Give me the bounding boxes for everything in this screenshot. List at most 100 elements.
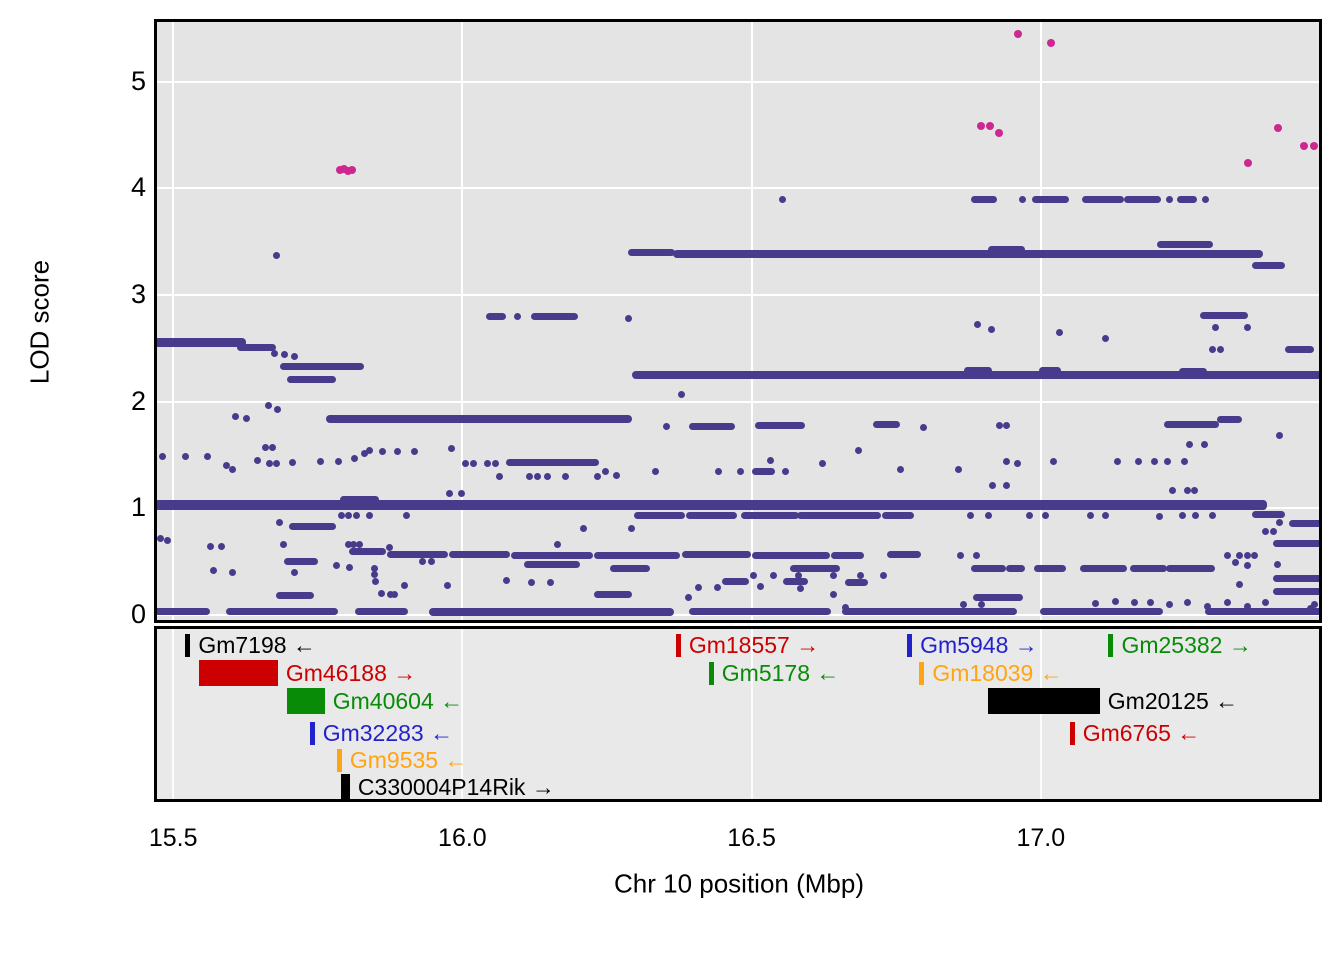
lod-segment xyxy=(279,363,365,371)
lod-point xyxy=(920,423,928,431)
lod-point xyxy=(164,536,172,544)
lod-point xyxy=(274,405,282,413)
lod-point xyxy=(1165,195,1173,203)
lod-point xyxy=(1003,421,1011,429)
lod-point xyxy=(1223,551,1231,559)
lod-point xyxy=(613,471,621,479)
lod-point xyxy=(652,467,660,475)
y-tick-label: 1 xyxy=(130,492,146,523)
lod-point xyxy=(370,570,378,578)
gene-label: Gm32283 ← xyxy=(322,720,454,746)
lod-point xyxy=(333,562,341,570)
lod-point xyxy=(1209,345,1217,353)
lod-segment xyxy=(1157,241,1213,249)
lod-point xyxy=(782,467,790,475)
lod-point xyxy=(377,590,385,598)
lod-segment xyxy=(1199,311,1248,319)
lod-point xyxy=(1002,482,1010,490)
lod-point xyxy=(1299,141,1308,150)
gene-tick-marker xyxy=(309,721,315,745)
gene-label: Gm9535 ← xyxy=(349,747,468,773)
y-tick-label: 0 xyxy=(130,598,146,629)
lod-point xyxy=(1273,561,1281,569)
gene-label: Gm46188 → xyxy=(285,660,417,686)
lod-point xyxy=(553,541,561,549)
gene-label: Gm18557 → xyxy=(688,632,820,658)
lod-point xyxy=(271,350,279,358)
lod-segment xyxy=(685,512,738,520)
lod-point xyxy=(158,452,166,460)
lod-point xyxy=(756,582,764,590)
gene-tick-marker xyxy=(919,661,925,685)
lod-segment xyxy=(340,496,380,504)
lod-point xyxy=(543,472,551,480)
lod-segment xyxy=(326,414,633,423)
y-tick-label: 3 xyxy=(130,279,146,310)
lod-point xyxy=(770,572,778,580)
lod-point xyxy=(1163,457,1171,465)
lod-point xyxy=(1165,600,1173,608)
lod-point xyxy=(1018,195,1026,203)
lod-segment xyxy=(157,608,211,616)
lod-segment xyxy=(681,550,752,558)
lod-point xyxy=(1180,457,1188,465)
gene-span-box xyxy=(287,688,325,714)
lod-point xyxy=(987,325,995,333)
y-tick-label: 4 xyxy=(130,172,146,203)
lod-point xyxy=(534,472,542,480)
lod-point xyxy=(829,591,837,599)
lod-point xyxy=(841,604,849,612)
lod-point xyxy=(854,447,862,455)
lod-point xyxy=(996,421,1004,429)
lod-point xyxy=(346,563,354,571)
lod-point xyxy=(1231,559,1239,567)
gene-label: Gm20125 ← xyxy=(1107,688,1239,714)
lod-point xyxy=(229,568,237,576)
lod-point xyxy=(972,551,980,559)
lod-point xyxy=(386,544,394,552)
lod-segment xyxy=(1205,608,1319,616)
gene-span-box xyxy=(988,688,1100,714)
lod-segment xyxy=(689,608,832,616)
lod-point xyxy=(778,195,786,203)
lod-segment xyxy=(1039,367,1062,375)
lod-point xyxy=(985,121,994,130)
lod-segment xyxy=(157,337,247,347)
lod-segment xyxy=(523,561,581,569)
lod-point xyxy=(394,448,402,456)
lod-segment xyxy=(1288,519,1319,527)
lod-point xyxy=(1201,195,1209,203)
y-gridline xyxy=(157,80,1319,83)
lod-point xyxy=(339,165,348,174)
gene-tick-marker xyxy=(675,633,681,657)
lod-point xyxy=(266,460,274,468)
x-axis-title: Chr 10 position (Mbp) xyxy=(614,868,864,899)
lod-point xyxy=(335,457,343,465)
lod-point xyxy=(418,558,426,566)
lod-point xyxy=(695,583,703,591)
lod-point xyxy=(502,577,510,585)
lod-point xyxy=(1026,512,1034,520)
lod-segment xyxy=(286,375,337,383)
lod-point xyxy=(984,512,992,520)
lod-point xyxy=(269,444,277,452)
lod-point xyxy=(218,543,226,551)
lod-point xyxy=(242,415,250,423)
lod-segment xyxy=(486,312,506,320)
lod-point xyxy=(896,466,904,474)
lod-point xyxy=(1275,518,1283,526)
lod-segment xyxy=(283,558,319,566)
lod-point xyxy=(1013,29,1022,38)
lod-point xyxy=(602,467,610,475)
y-tick-label: 2 xyxy=(130,385,146,416)
lod-point xyxy=(678,390,686,398)
x-gridline xyxy=(461,629,464,799)
lod-segment xyxy=(1176,195,1197,203)
lod-point xyxy=(1111,597,1119,605)
lod-point xyxy=(343,167,352,176)
lod-point xyxy=(989,482,997,490)
lod-point xyxy=(796,584,804,592)
lod-segment xyxy=(987,245,1025,253)
lod-point xyxy=(387,591,395,599)
